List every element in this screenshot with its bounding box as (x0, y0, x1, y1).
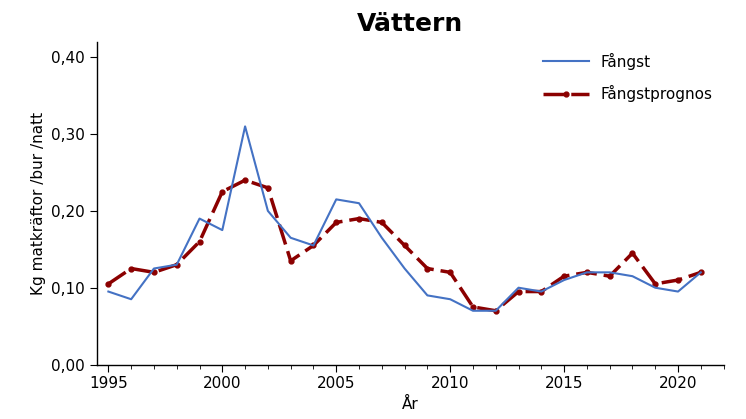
Fångstprognos (149, 270, 158, 275)
Fångstprognos (400, 243, 409, 248)
Fångstprognos (172, 262, 181, 267)
Fångst (492, 308, 501, 313)
Fångst (127, 297, 136, 302)
Fångst (286, 235, 295, 241)
Fångstprognos (218, 189, 227, 194)
Fångst (445, 297, 454, 302)
Fångst (263, 208, 272, 213)
Fångst (332, 197, 341, 202)
Fångst (104, 289, 113, 294)
Fångstprognos (445, 270, 454, 275)
Fångstprognos (263, 185, 272, 190)
Fångst (149, 266, 158, 271)
Fångstprognos (605, 274, 614, 279)
X-axis label: År: År (402, 397, 419, 412)
Fångst (537, 289, 546, 294)
Fångstprognos (468, 304, 477, 309)
Fångst (218, 228, 227, 233)
Fångst (605, 270, 614, 275)
Fångst (674, 289, 683, 294)
Fångstprognos (104, 282, 113, 287)
Fångstprognos (309, 243, 318, 248)
Fångst (172, 262, 181, 267)
Fångst (377, 235, 386, 241)
Fångstprognos (560, 274, 568, 279)
Fångst (241, 124, 250, 129)
Fångst (651, 285, 659, 290)
Fångstprognos (423, 266, 432, 271)
Fångstprognos (241, 178, 250, 183)
Line: Fångstprognos: Fångstprognos (106, 178, 703, 313)
Fångstprognos (628, 251, 637, 256)
Fångstprognos (651, 282, 659, 287)
Y-axis label: Kg matkräftor /bur /natt: Kg matkräftor /bur /natt (31, 111, 46, 295)
Fångstprognos (332, 220, 341, 225)
Fångstprognos (696, 270, 705, 275)
Fångstprognos (286, 258, 295, 264)
Fångst (423, 293, 432, 298)
Fångst (628, 274, 637, 279)
Fångstprognos (537, 289, 546, 294)
Fångstprognos (583, 270, 592, 275)
Fångst (696, 270, 705, 275)
Fångstprognos (127, 266, 136, 271)
Fångstprognos (195, 239, 204, 244)
Line: Fångst: Fångst (108, 127, 700, 311)
Fångst (514, 285, 523, 290)
Fångstprognos (492, 308, 501, 313)
Fångst (195, 216, 204, 221)
Fångst (400, 266, 409, 271)
Fångstprognos (674, 277, 683, 282)
Fångst (583, 270, 592, 275)
Title: Vättern: Vättern (357, 12, 463, 36)
Fångstprognos (514, 289, 523, 294)
Legend: Fångst, Fångstprognos: Fångst, Fångstprognos (537, 47, 719, 108)
Fångst (468, 308, 477, 313)
Fångst (560, 277, 568, 282)
Fångstprognos (354, 216, 363, 221)
Fångstprognos (377, 220, 386, 225)
Fångst (309, 243, 318, 248)
Fångst (354, 201, 363, 206)
